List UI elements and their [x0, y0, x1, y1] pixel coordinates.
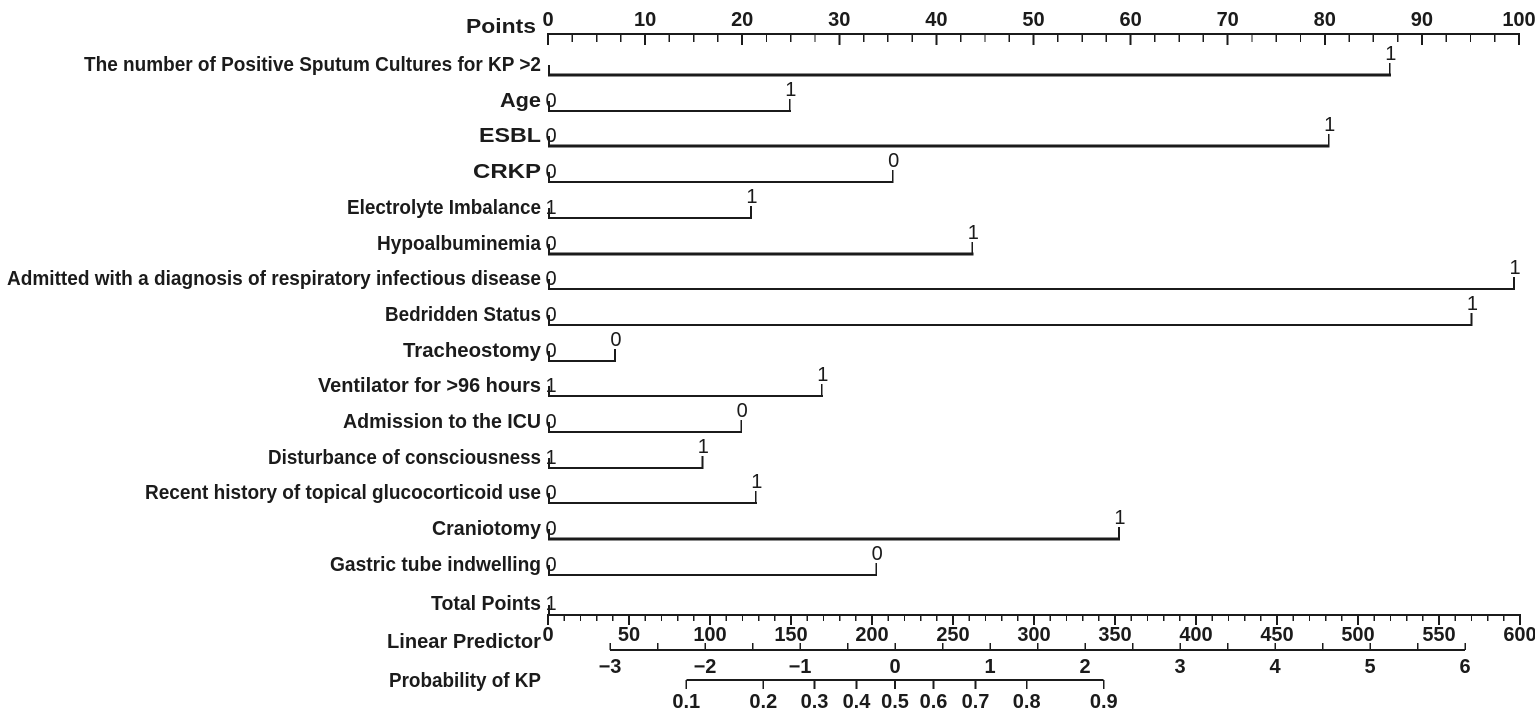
- linear-predictor-tick-label: 4: [1269, 656, 1281, 678]
- linear-predictor-tick-label: 3: [1174, 656, 1185, 678]
- variable-right-value-label: 1: [746, 186, 757, 208]
- probability-tick-label: 0.9: [1090, 691, 1118, 713]
- probability-tick-label: 0.7: [962, 691, 990, 713]
- variable-right-value-label: 1: [817, 364, 828, 386]
- points-tick-label: 40: [925, 9, 947, 31]
- total-points-tick-label: 50: [618, 624, 640, 646]
- variable-right-value-label: 1: [785, 79, 796, 101]
- variable-left-value-label: 0: [545, 518, 556, 540]
- variable-left-value-label: 0: [545, 554, 556, 576]
- total-points-tick-label: 100: [693, 624, 726, 646]
- variable-right-value-label: 1: [1114, 507, 1125, 529]
- variable-left-value-label: 0: [545, 90, 556, 112]
- variable-left-value-label: 0: [545, 125, 556, 147]
- probability-tick-label: 0.8: [1013, 691, 1041, 713]
- points-tick-label: 50: [1022, 9, 1044, 31]
- points-tick-label: 70: [1217, 9, 1239, 31]
- variable-right-value-label: 1: [1324, 114, 1335, 136]
- points-tick-label: 100: [1502, 9, 1535, 31]
- variable-left-value-label: 0: [545, 233, 556, 255]
- variable-row-label: Admitted with a diagnosis of respiratory…: [7, 268, 541, 290]
- points-tick-label: 60: [1119, 9, 1141, 31]
- probability-tick-label: 0.1: [672, 691, 700, 713]
- linear-predictor-tick-label: −3: [599, 656, 622, 678]
- probability-tick-label: 0.4: [843, 691, 872, 713]
- linear-predictor-tick-label: −1: [789, 656, 812, 678]
- points-axis-title: Points: [466, 16, 536, 38]
- variable-right-value-label: 0: [888, 150, 899, 172]
- variable-left-value-label: 0: [545, 340, 556, 362]
- points-tick-label: 90: [1411, 9, 1433, 31]
- variable-right-value-label: 0: [872, 543, 883, 565]
- total-points-tick-label: 0: [542, 624, 553, 646]
- variable-row-label: Age: [500, 90, 541, 112]
- variable-left-value-label: 0: [545, 304, 556, 326]
- variable-left-value-label: 0: [545, 411, 556, 433]
- variable-row-label: Tracheostomy: [403, 340, 542, 362]
- total-points-tick-label: 150: [774, 624, 807, 646]
- variable-row-label: Admission to the ICU: [343, 411, 541, 433]
- points-tick-label: 80: [1314, 9, 1336, 31]
- variable-left-value-label: 1: [545, 197, 556, 219]
- variable-right-value-label: 1: [698, 436, 709, 458]
- variable-right-value-label: 1: [1385, 43, 1396, 65]
- linear-predictor-tick-label: 6: [1459, 656, 1470, 678]
- variable-row-label: Disturbance of consciousness: [268, 447, 541, 469]
- variable-right-value-label: 1: [1467, 293, 1478, 315]
- variable-row-label: Recent history of topical glucocorticoid…: [145, 482, 541, 504]
- variable-left-value-label: 1: [545, 447, 556, 469]
- variable-row-label: ESBL: [479, 125, 541, 147]
- total-points-tick-label: 200: [855, 624, 888, 646]
- variable-row-label: Hypoalbuminemia: [377, 233, 542, 255]
- variable-left-value-label: 0: [545, 482, 556, 504]
- total-points-tick-label: 250: [936, 624, 969, 646]
- variable-right-value-label: 1: [751, 471, 762, 493]
- total-points-tick-label: 550: [1422, 624, 1455, 646]
- variable-right-value-label: 1: [1510, 257, 1521, 279]
- linear-predictor-tick-label: 2: [1079, 656, 1090, 678]
- variable-right-value-label: 0: [610, 329, 621, 351]
- variable-row-label: CRKP: [473, 161, 541, 183]
- points-tick-label: 20: [731, 9, 753, 31]
- variable-right-value-label: 0: [737, 400, 748, 422]
- linear-predictor-tick-label: −2: [694, 656, 717, 678]
- total-points-tick-label: 350: [1098, 624, 1131, 646]
- total-points-tick-label: 400: [1179, 624, 1212, 646]
- probability-tick-label: 0.6: [920, 691, 948, 713]
- probability-tick-label: 0.2: [749, 691, 777, 713]
- total-points-tick-label: 300: [1017, 624, 1050, 646]
- variable-row-label: The number of Positive Sputum Cultures f…: [84, 54, 541, 76]
- variable-row-label: Bedridden Status: [385, 304, 541, 326]
- variable-row-label: Electrolyte Imbalance: [347, 197, 541, 219]
- linear-predictor-tick-label: 5: [1364, 656, 1375, 678]
- points-tick-label: 0: [542, 9, 553, 31]
- linear-predictor-tick-label: 1: [984, 656, 995, 678]
- variable-left-value-label: 0: [545, 268, 556, 290]
- points-tick-label: 30: [828, 9, 850, 31]
- variable-left-value-label: 1: [545, 375, 556, 397]
- probability-tick-label: 0.3: [801, 691, 829, 713]
- total-points-tick-label: 600: [1503, 624, 1535, 646]
- total-points-tick-label: 500: [1341, 624, 1374, 646]
- linear-predictor-axis-title: Linear Predictor: [387, 631, 541, 653]
- variable-row-label: Ventilator for >96 hours: [318, 375, 541, 397]
- variable-left-value-label: 0: [545, 161, 556, 183]
- total-points-tick-label: 450: [1260, 624, 1293, 646]
- total-points-start-value-label: 1: [545, 593, 556, 615]
- variable-right-value-label: 1: [968, 222, 979, 244]
- variable-row-label: Craniotomy: [432, 518, 542, 540]
- probability-axis-title: Probability of KP: [389, 670, 541, 692]
- total-points-axis-title: Total Points: [431, 593, 541, 615]
- linear-predictor-tick-label: 0: [889, 656, 900, 678]
- points-tick-label: 10: [634, 9, 656, 31]
- variable-row-label: Gastric tube indwelling: [330, 554, 541, 576]
- probability-tick-label: 0.5: [881, 691, 909, 713]
